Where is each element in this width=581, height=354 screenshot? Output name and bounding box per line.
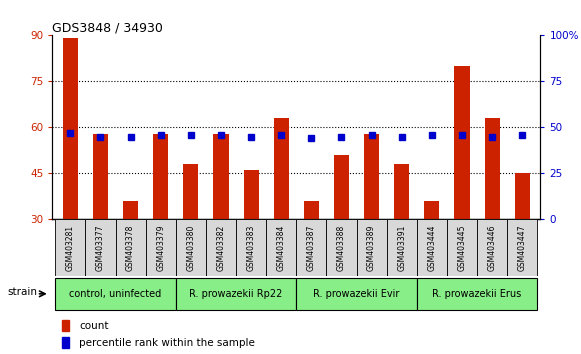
- Text: GSM403384: GSM403384: [277, 224, 286, 271]
- Text: GSM403389: GSM403389: [367, 224, 376, 271]
- Bar: [146, 219, 176, 276]
- Bar: [153, 133, 168, 219]
- Bar: [55, 219, 85, 276]
- Bar: [296, 278, 417, 310]
- Bar: [424, 201, 439, 219]
- Bar: [176, 219, 206, 276]
- Bar: [334, 155, 349, 219]
- Bar: [304, 201, 319, 219]
- Text: GSM403391: GSM403391: [397, 224, 406, 271]
- Bar: [477, 219, 507, 276]
- Bar: [123, 201, 138, 219]
- Text: GSM403445: GSM403445: [457, 224, 467, 271]
- Bar: [357, 219, 387, 276]
- Text: R. prowazekii Erus: R. prowazekii Erus: [432, 289, 522, 299]
- Text: count: count: [79, 321, 109, 331]
- Bar: [206, 219, 236, 276]
- Bar: [243, 170, 259, 219]
- Bar: [296, 219, 327, 276]
- Bar: [236, 219, 266, 276]
- Text: GSM403380: GSM403380: [187, 224, 195, 271]
- Bar: [266, 219, 296, 276]
- Bar: [387, 219, 417, 276]
- Bar: [176, 278, 296, 310]
- Text: GSM403378: GSM403378: [126, 224, 135, 271]
- Bar: [485, 118, 500, 219]
- Text: GSM403446: GSM403446: [487, 224, 497, 271]
- Bar: [327, 219, 357, 276]
- Text: GSM403388: GSM403388: [337, 225, 346, 271]
- Text: GDS3848 / 34930: GDS3848 / 34930: [52, 21, 163, 34]
- Bar: [93, 133, 108, 219]
- Text: GSM403447: GSM403447: [518, 224, 527, 271]
- Bar: [454, 66, 469, 219]
- Bar: [62, 337, 69, 348]
- Bar: [85, 219, 116, 276]
- Bar: [364, 133, 379, 219]
- Bar: [213, 133, 228, 219]
- Bar: [62, 320, 69, 331]
- Bar: [55, 278, 176, 310]
- Text: GSM403281: GSM403281: [66, 225, 75, 271]
- Bar: [116, 219, 146, 276]
- Text: strain: strain: [8, 287, 38, 297]
- Bar: [417, 219, 447, 276]
- Text: GSM403383: GSM403383: [246, 224, 256, 271]
- Text: R. prowazekii Rp22: R. prowazekii Rp22: [189, 289, 283, 299]
- Text: GSM403382: GSM403382: [217, 225, 225, 271]
- Bar: [274, 118, 289, 219]
- Text: R. prowazekii Evir: R. prowazekii Evir: [313, 289, 400, 299]
- Text: control, uninfected: control, uninfected: [69, 289, 162, 299]
- Text: percentile rank within the sample: percentile rank within the sample: [79, 338, 255, 348]
- Text: GSM403379: GSM403379: [156, 224, 165, 271]
- Bar: [447, 219, 477, 276]
- Bar: [394, 164, 409, 219]
- Text: GSM403387: GSM403387: [307, 224, 316, 271]
- Bar: [507, 219, 537, 276]
- Bar: [63, 39, 78, 219]
- Bar: [184, 164, 198, 219]
- Bar: [515, 173, 530, 219]
- Text: GSM403377: GSM403377: [96, 224, 105, 271]
- Text: GSM403444: GSM403444: [428, 224, 436, 271]
- Bar: [417, 278, 537, 310]
